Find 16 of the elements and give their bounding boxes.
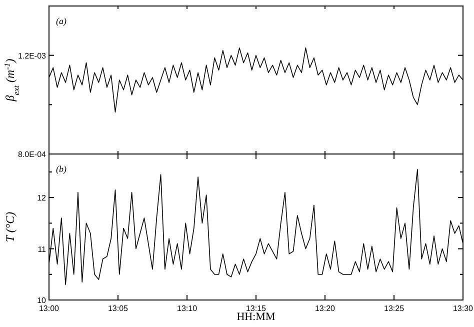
- x-tick-label: 13:05: [108, 304, 129, 313]
- y-tick-label: 1.2E-03: [18, 51, 47, 60]
- y-tick-label: 11: [38, 244, 47, 254]
- y-tick-label: 12: [37, 194, 47, 203]
- y-tick-label: 10: [37, 296, 47, 305]
- x-tick-label: 13:10: [177, 304, 198, 313]
- y-tick-label: 8.0E-04: [18, 150, 47, 159]
- annotation: (a): [56, 16, 66, 26]
- x-tick-label: 13:15: [246, 304, 267, 313]
- x-tick-label: 13:00: [38, 304, 60, 313]
- x-tick-label: 13:20: [314, 304, 336, 313]
- annotation: (b): [56, 164, 66, 174]
- x-tick-label: 13:30: [452, 304, 474, 313]
- x-tick-label: 13:25: [384, 304, 405, 313]
- x-axis-title: HH:MM: [236, 311, 276, 323]
- y-axis-title: T (°C): [3, 212, 17, 242]
